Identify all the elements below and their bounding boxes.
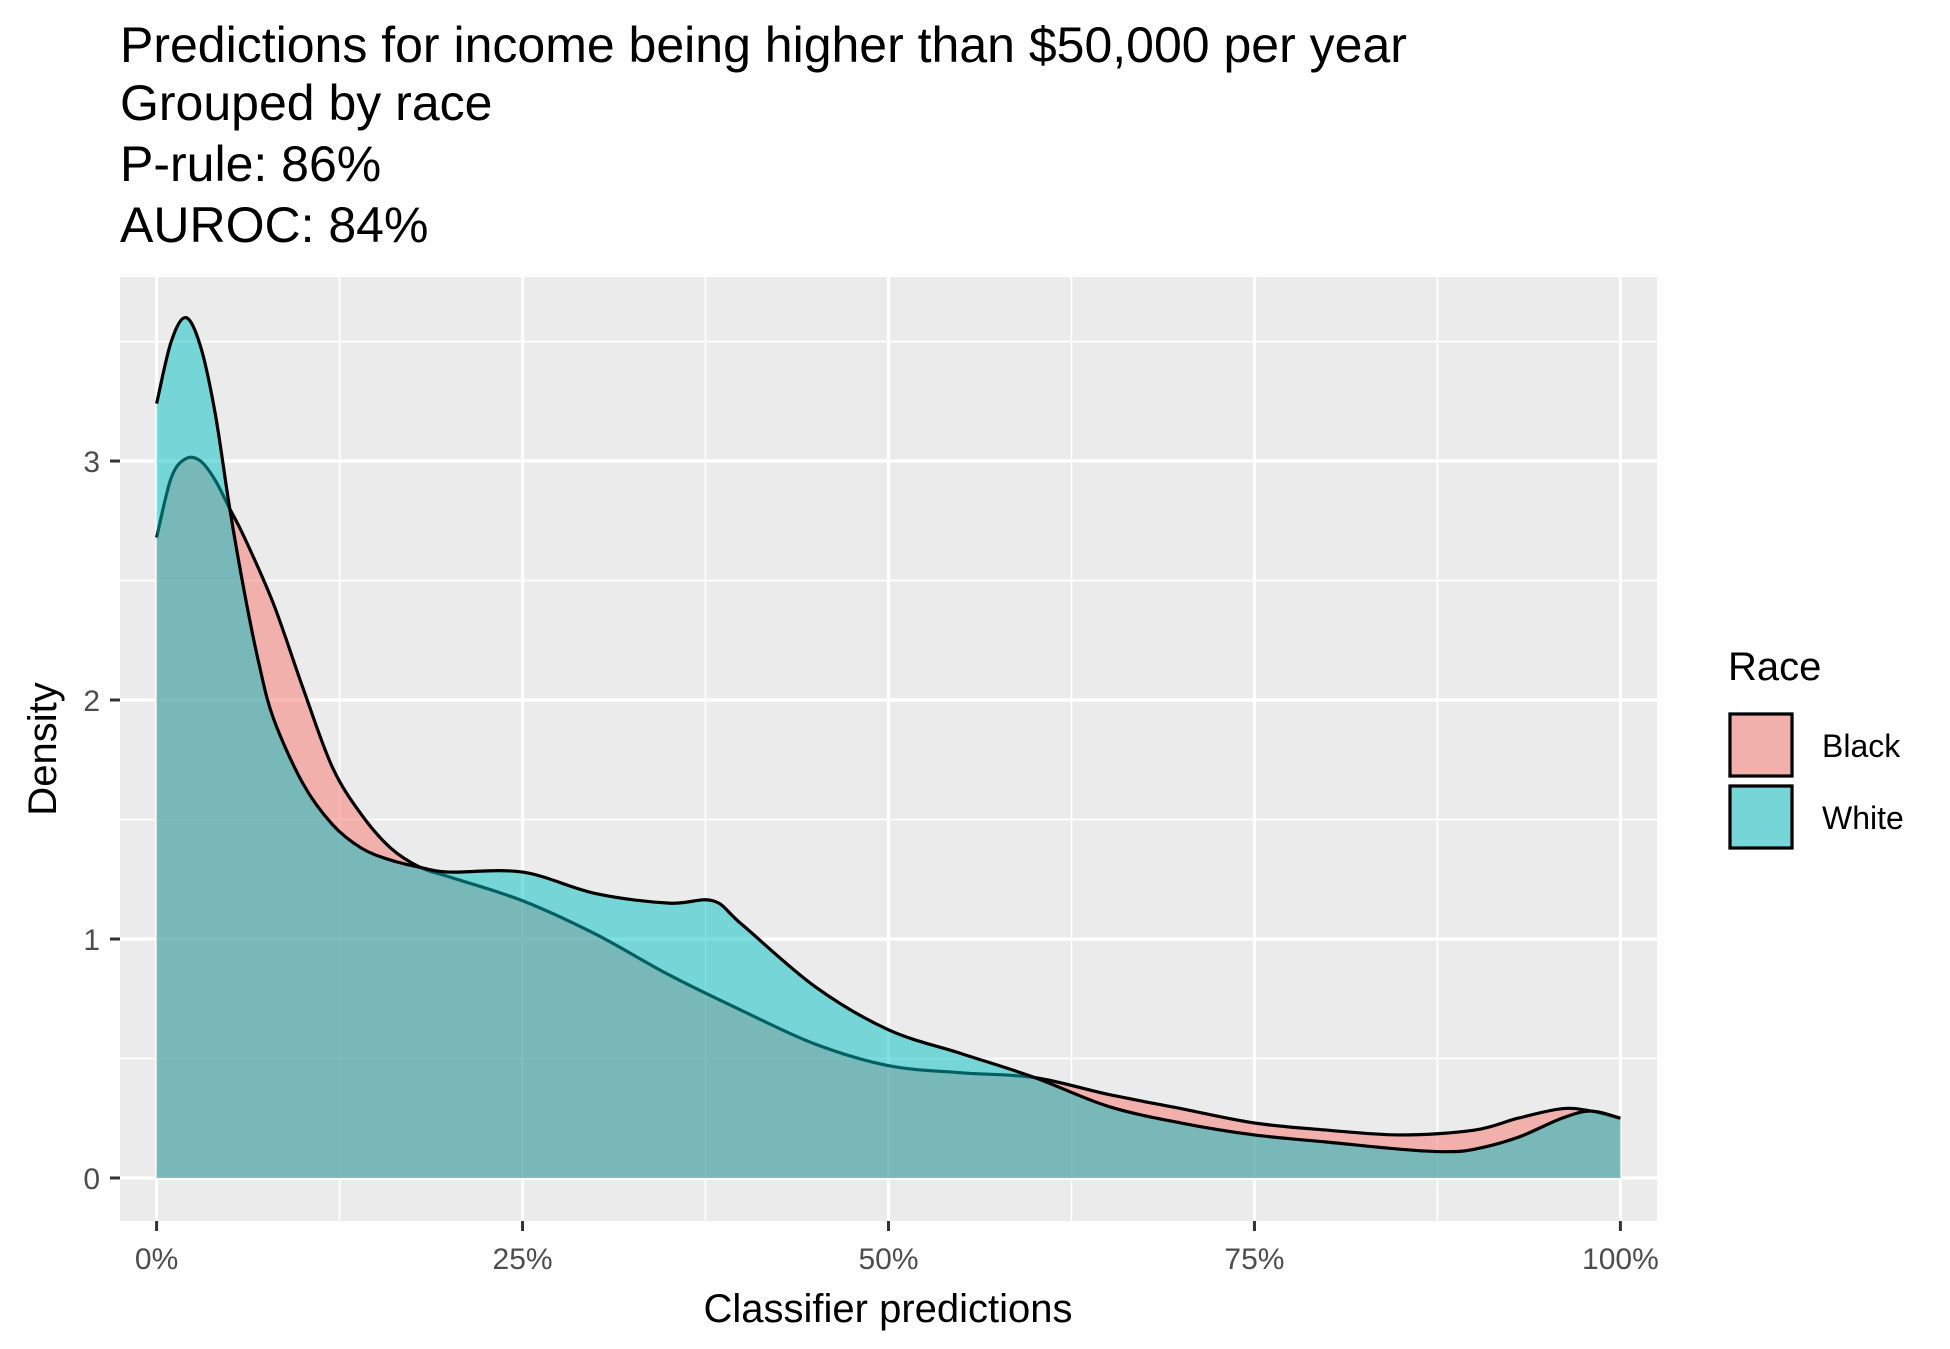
y-axis-title: Density <box>21 682 65 815</box>
density-area-white <box>156 317 1621 1178</box>
title-line-3: P-rule: 86% <box>120 136 381 192</box>
y-tick-label: 3 <box>83 446 100 479</box>
density-line-white <box>155 316 1621 1154</box>
title-line-4: AUROC: 84% <box>120 197 428 253</box>
legend-label-white: White <box>1822 800 1904 836</box>
density-areas <box>155 316 1621 1178</box>
x-tick-label: 25% <box>493 1243 553 1276</box>
chart-title: Predictions for income being higher than… <box>120 17 1407 253</box>
legend-items: Black White <box>1728 712 1904 850</box>
y-tick-label: 0 <box>83 1163 100 1196</box>
x-tick-label: 100% <box>1582 1243 1659 1276</box>
x-tick-label: 50% <box>858 1243 918 1276</box>
title-line-1: Predictions for income being higher than… <box>120 17 1407 73</box>
x-tick-label: 0% <box>135 1243 178 1276</box>
legend-label-black: Black <box>1822 728 1901 764</box>
legend-title: Race <box>1728 645 1821 689</box>
axes: 0% 25% 50% 75% 100% 0 1 2 3 <box>83 446 1658 1276</box>
legend: Race Black White <box>1728 645 1904 850</box>
legend-key-black <box>1728 712 1794 778</box>
y-tick-label: 1 <box>83 924 100 957</box>
x-axis-title: Classifier predictions <box>703 1287 1072 1331</box>
x-tick-label: 75% <box>1224 1243 1284 1276</box>
legend-key-white <box>1728 784 1794 850</box>
title-line-2: Grouped by race <box>120 75 492 131</box>
y-tick-label: 2 <box>83 685 100 718</box>
